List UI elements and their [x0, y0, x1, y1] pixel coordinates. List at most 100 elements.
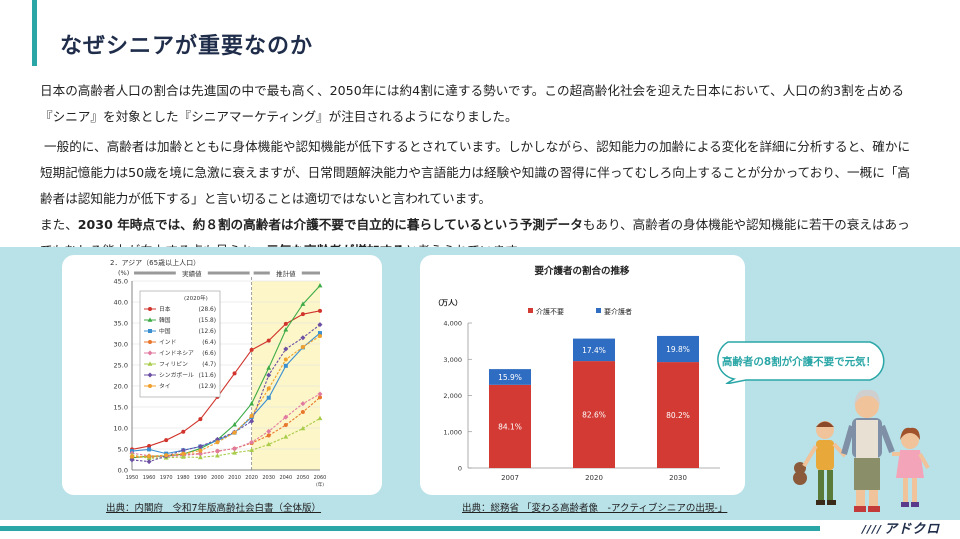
bar-chart-ytick: 3,000: [443, 356, 462, 364]
line-series-point: [318, 334, 322, 339]
title-accent-bar: [32, 0, 37, 66]
line-series-point: [249, 347, 254, 352]
line-chart-xtick: 2020: [245, 475, 258, 481]
actual-label-bg: [175, 267, 208, 278]
line-series-point: [249, 413, 254, 418]
bar-chart-ytick: 2,000: [443, 392, 462, 400]
line-series-point: [318, 308, 322, 313]
bar-category-label: 2020: [585, 474, 603, 482]
line-chart-ytick: 15.0: [114, 404, 128, 412]
line-series-point: [232, 430, 237, 435]
line-chart-title: 2．アジア（65歳以上人口）: [110, 258, 200, 267]
line-series-point: [181, 451, 186, 456]
line-series-point: [300, 344, 305, 349]
bar-data-label: 82.6%: [582, 411, 606, 420]
legend-marker: [148, 307, 152, 311]
line-series-point: [300, 410, 305, 415]
body-text: 日本の高齢者人口の割合は先進国の中で最も高く、2050年には約4割に達する勢いで…: [40, 78, 920, 264]
bar-data-label: 19.8%: [666, 345, 690, 354]
line-chart-ytick: 45.0: [114, 278, 128, 286]
line-series-point: [197, 454, 203, 460]
line-chart-xtick: 1970: [160, 475, 173, 481]
bar-data-label: 17.4%: [582, 346, 606, 355]
callout-bubble: 高齢者の8割が介護不要で元気！: [706, 340, 892, 384]
logo-text: アドクロ: [884, 522, 941, 537]
line-series-point: [249, 447, 255, 453]
line-series-point: [300, 425, 306, 431]
line-series-point: [317, 283, 323, 288]
paragraph-1: 日本の高齢者人口の割合は先進国の中で最も高く、2050年には約4割に達する勢いで…: [40, 83, 905, 124]
bar-data-label: 80.2%: [666, 411, 690, 420]
line-chart-xtick: 2040: [279, 475, 292, 481]
bar-rect: [573, 361, 615, 468]
line-chart: 2．アジア（65歳以上人口） (%) 実績値 推計値 0.0 5.0 10.0 15.0 20.…: [110, 258, 327, 488]
line-series-point: [300, 401, 306, 407]
line-chart-xtick: 1980: [177, 475, 190, 481]
legend-label: インド: [159, 340, 177, 346]
legend-value: (6.6): [202, 351, 216, 357]
line-series-point: [283, 434, 289, 439]
line-chart-ytick: 0.0: [118, 467, 128, 475]
line-series-path: [131, 285, 321, 459]
line-series-point: [318, 395, 322, 400]
projection-label-bg: [269, 267, 302, 278]
line-chart-xtick: 2010: [228, 475, 241, 481]
line-series-point: [317, 322, 323, 328]
bar-category-label: 2007: [501, 474, 519, 482]
line-series-point: [266, 365, 272, 370]
line-series-point: [214, 448, 220, 454]
legend-value: (12.9): [199, 384, 216, 390]
line-series-point: [164, 438, 169, 443]
line-series-path: [131, 417, 321, 459]
bar-rect: [657, 362, 699, 468]
legend-marker: [147, 350, 153, 356]
line-chart-panel: 2．アジア（65歳以上人口） (%) 実績値 推計値 0.0 5.0 10.0 15.0 20.…: [62, 255, 382, 495]
line-chart-xtick: 2030: [262, 475, 275, 481]
bar-rect: [489, 369, 531, 385]
line-series-point: [317, 415, 323, 421]
line-chart-ylabel: (%): [118, 269, 129, 277]
line-series-point: [249, 401, 255, 406]
legend-value: (15.8): [199, 318, 216, 324]
bar-chart-panel: 要介護者の割合の推移 （万人） 介護不要 要介護者 0 1,000 2,000 3,000 4,…: [420, 255, 745, 495]
line-chart-xtick: 1990: [194, 475, 207, 481]
line-series-point: [283, 363, 288, 368]
legend-value: (4.7): [202, 362, 216, 368]
line-series-point: [300, 335, 306, 341]
line-series-point: [214, 436, 220, 442]
line-series-path: [131, 332, 321, 455]
line-series-path: [131, 335, 321, 458]
page-title: なぜシニアが重要なのか: [60, 34, 314, 59]
bar-chart-title: 要介護者の割合の推移: [534, 265, 630, 277]
legend-label: 日本: [159, 305, 171, 313]
bar-rect: [657, 335, 699, 363]
line-chart-ytick: 5.0: [118, 446, 128, 454]
line-series-point: [198, 448, 203, 453]
bar-legend-swatch: [528, 308, 533, 313]
bar-rect: [489, 384, 531, 468]
line-series-point: [283, 414, 289, 420]
line-chart-ytick: 25.0: [114, 362, 128, 370]
line-series-point: [180, 454, 186, 459]
line-series-point: [283, 346, 289, 352]
bar-chart-ylabel: （万人）: [434, 298, 462, 307]
bar-chart-ytick: 4,000: [443, 320, 462, 328]
source-right[interactable]: 出典：総務省 「変わる高齢者像 -アクティブシニアの出現-」: [462, 503, 728, 514]
line-series-point: [300, 312, 305, 317]
line-series-point: [249, 439, 255, 445]
source-left[interactable]: 出典：内閣府 令和7年版高齢社会白書（全体版）: [106, 503, 322, 514]
callout-text: 高齢者の8割が介護不要で元気！: [721, 356, 877, 368]
line-series-point: [266, 441, 272, 447]
bar-segment-1: 19.8%: [657, 335, 699, 363]
line-series-point: [181, 429, 186, 434]
bar-chart: 要介護者の割合の推移 （万人） 介護不要 要介護者 0 1,000 2,000 3,000 4,…: [434, 265, 720, 482]
bar-data-label: 15.9%: [498, 373, 522, 382]
boy-figure: [802, 421, 847, 505]
actual-label: 実績値: [182, 269, 202, 278]
bar-data-label: 84.1%: [498, 422, 522, 431]
legend-value: (12.6): [199, 329, 216, 335]
line-series-point: [147, 454, 152, 459]
line-chart-xtick: 2060: [314, 475, 327, 481]
line-series-point: [232, 371, 237, 376]
logo-mark: ////: [862, 523, 883, 536]
